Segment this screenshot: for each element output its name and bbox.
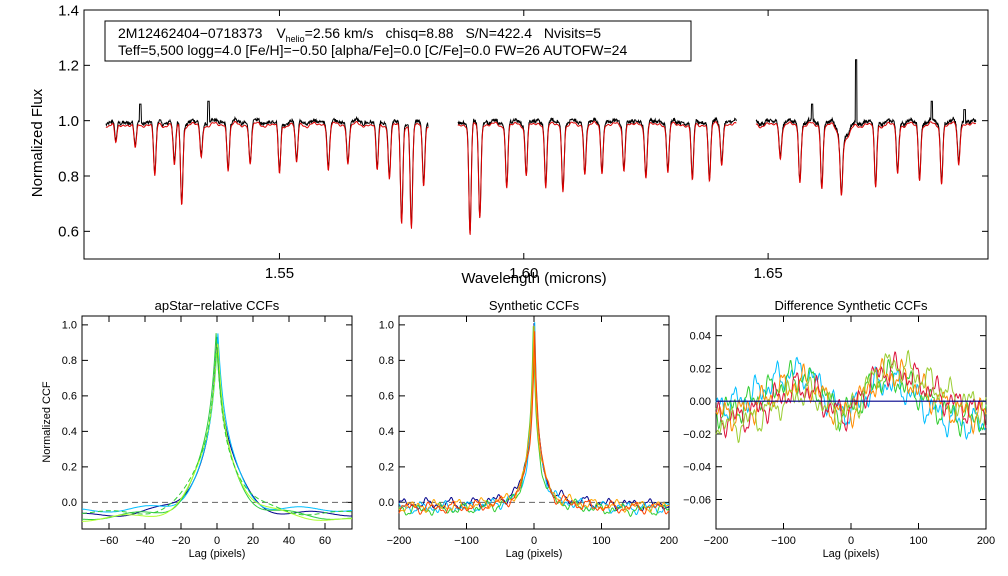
star-id: 2M12462404−0718373 — [118, 25, 263, 41]
synthetic-xlabel: Lag (pixels) — [506, 548, 563, 560]
synthetic-ccf-5 — [398, 331, 670, 515]
synthetic-ytick-label: 0.2 — [379, 462, 394, 474]
synthetic-ccf-1 — [398, 323, 670, 512]
apstar-ylabel: Normalized CCF — [41, 381, 53, 463]
apstar-ccf-2 — [81, 333, 353, 513]
apstar-xtick-label: 40 — [283, 535, 295, 547]
header-line-2: Teff=5,500 logg=4.0 [Fe/H]=−0.50 [alpha/… — [118, 42, 627, 58]
spectrum-lines — [105, 59, 977, 235]
apstar-xtick-label: 0 — [214, 535, 220, 547]
difference-xtick-label: 100 — [909, 535, 927, 547]
difference-ccf-5 — [715, 349, 987, 444]
apstar-ytick-label: 0.0 — [62, 497, 77, 509]
apstar-xtick-label: −40 — [136, 535, 155, 547]
apstar-title: apStar−relative CCFs — [155, 298, 280, 313]
sn-ratio: S/N=422.4 — [465, 25, 532, 41]
apstar-xtick-label: 20 — [247, 535, 259, 547]
difference-xtick-label: 0 — [848, 535, 854, 547]
difference-ytick-label: 0.00 — [690, 396, 711, 408]
difference-ytick-label: −0.06 — [683, 494, 711, 506]
difference-ccf-4 — [715, 351, 987, 439]
spectrum-panel: 1.55 1.60 1.65 0.6 0.8 1.0 1.2 1.4 Normalized F… — [29, 2, 989, 287]
difference-ticks: −200 −100 0 100 200 −0.06 −0.04 −0.02 0.00 0.02 0.… — [683, 316, 995, 547]
model-spectrum-line — [105, 120, 429, 229]
synthetic-lines — [398, 322, 670, 518]
apstar-ccf-1 — [82, 337, 352, 517]
apstar-ytick-label: 1.0 — [62, 320, 77, 332]
header-box — [104, 20, 692, 62]
difference-xlabel: Lag (pixels) — [823, 548, 880, 560]
apstar-ytick-label: 0.4 — [62, 426, 77, 438]
synthetic-ytick-label: 0.4 — [379, 426, 394, 438]
difference-ytick-label: −0.02 — [683, 429, 711, 441]
apstar-xlabel: Lag (pixels) — [189, 548, 246, 560]
vhelio-sub: helio — [286, 34, 305, 44]
difference-ytick-label: 0.02 — [690, 363, 711, 375]
apstar-xtick-label: −20 — [172, 535, 191, 547]
apstar-ytick-label: 0.6 — [62, 391, 77, 403]
header-line-1: 2M12462404−0718373 Vhelio=2.56 km/s chis… — [118, 25, 601, 44]
spectrum-ytick-label: 1.2 — [58, 58, 79, 75]
spectrum-ytick-label: 1.0 — [58, 113, 79, 130]
spectrum-xlabel: Wavelength (microns) — [461, 270, 606, 287]
apstar-ccf-panel: apStar−relative CCFs −60 −40 −20 0 20 40 60 0.0… — [41, 298, 353, 560]
synthetic-ticks: −200 −100 0 100 200 0.0 0.2 0.4 0.6 0.8 1.0 — [379, 316, 678, 547]
vhelio-label: V — [276, 25, 286, 41]
synthetic-ytick-label: 0.8 — [379, 355, 394, 367]
difference-ytick-label: 0.04 — [690, 331, 711, 343]
synthetic-xtick-label: −100 — [454, 535, 479, 547]
spectrum-ytick-label: 1.4 — [58, 2, 79, 19]
apstar-lines — [81, 333, 353, 522]
apstar-xtick-label: 60 — [319, 535, 331, 547]
spectrum-ytick-label: 0.6 — [58, 224, 79, 241]
synthetic-ccf-panel: Synthetic CCFs −200 −100 0 100 200 0.0 0.2 0.4 0… — [379, 298, 678, 560]
apstar-ccf-3 — [82, 333, 353, 520]
difference-ytick-label: −0.04 — [683, 462, 711, 474]
synthetic-ytick-label: 1.0 — [379, 320, 394, 332]
synthetic-ytick-label: 0.0 — [379, 497, 394, 509]
synthetic-xtick-label: 100 — [592, 535, 610, 547]
difference-ccf-1 — [715, 356, 987, 441]
spectrum-xtick-label: 1.55 — [265, 265, 294, 282]
spectrum-xtick-label: 1.60 — [509, 265, 538, 282]
spectrum-ticks: 1.55 1.60 1.65 0.6 0.8 1.0 1.2 1.4 — [58, 2, 988, 282]
synthetic-xtick-label: 0 — [531, 535, 537, 547]
difference-lines — [715, 349, 987, 444]
synthetic-ytick-label: 0.6 — [379, 391, 394, 403]
difference-ccf-3 — [715, 357, 987, 435]
difference-title: Difference Synthetic CCFs — [775, 298, 928, 313]
synthetic-xtick-label: −200 — [387, 535, 412, 547]
nvisits: Nvisits=5 — [544, 25, 601, 41]
synthetic-title: Synthetic CCFs — [489, 298, 580, 313]
spectrum-ylabel: Normalized Flux — [29, 88, 46, 197]
spectrum-ytick-label: 0.8 — [58, 168, 79, 185]
apstar-ccf-5 — [81, 347, 352, 516]
model-spectrum-line — [755, 121, 976, 196]
spectrum-xtick-label: 1.65 — [754, 265, 783, 282]
difference-xtick-label: −100 — [771, 535, 796, 547]
apstar-ccf-4 — [82, 343, 352, 522]
model-spectrum-line — [457, 120, 737, 235]
apstar-xtick-label: −60 — [100, 535, 119, 547]
synthetic-ccf-4 — [398, 325, 670, 514]
difference-ccf-panel: Difference Synthetic CCFs −200 −100 0 100 20… — [683, 298, 995, 560]
vhelio-value: =2.56 km/s — [305, 25, 374, 41]
apstar-ytick-label: 0.2 — [62, 462, 77, 474]
difference-xtick-label: −200 — [704, 535, 729, 547]
difference-xtick-label: 200 — [977, 535, 995, 547]
apstar-ytick-label: 0.8 — [62, 355, 77, 367]
synthetic-xtick-label: 200 — [660, 535, 678, 547]
spectrum-axes-frame — [83, 9, 989, 260]
chisq: chisq=8.88 — [385, 25, 453, 41]
